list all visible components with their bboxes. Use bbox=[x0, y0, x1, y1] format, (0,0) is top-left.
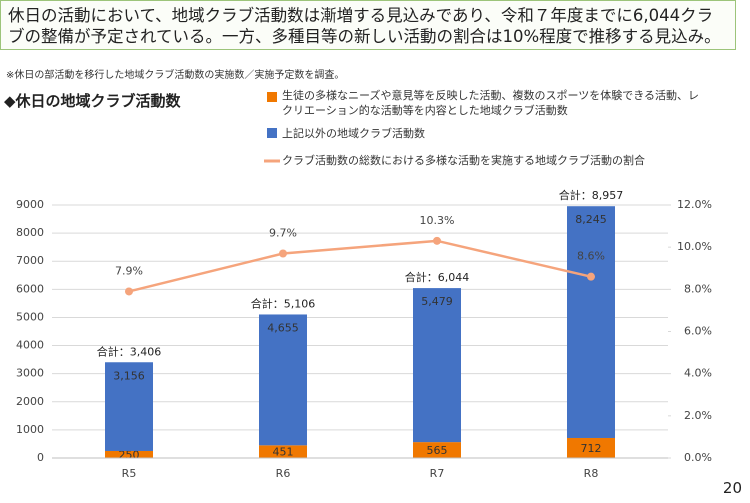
data-label: 9.7% bbox=[269, 226, 297, 239]
data-label: 712 bbox=[581, 442, 602, 455]
y2-tick-label: 10.0% bbox=[677, 240, 712, 253]
data-label: 5,479 bbox=[421, 295, 453, 308]
y-tick-label: 3000 bbox=[16, 367, 44, 380]
data-label: 7.9% bbox=[115, 264, 143, 277]
total-label: 合計：3,406 bbox=[97, 344, 162, 358]
data-label: 8,245 bbox=[575, 213, 607, 226]
data-label: 250 bbox=[119, 448, 140, 461]
x-tick-label: R5 bbox=[122, 467, 137, 480]
y-tick-label: 2000 bbox=[16, 395, 44, 408]
y-tick-label: 6000 bbox=[16, 282, 44, 295]
line-point bbox=[125, 287, 133, 296]
x-tick-label: R6 bbox=[276, 467, 291, 480]
data-label: 10.3% bbox=[420, 214, 455, 227]
total-label: 合計：8,957 bbox=[559, 188, 624, 202]
y2-tick-label: 0.0% bbox=[684, 451, 712, 464]
legend-swatch bbox=[267, 92, 277, 102]
y-tick-label: 4000 bbox=[16, 339, 44, 352]
data-label: 451 bbox=[273, 446, 294, 459]
page-number: 20 bbox=[722, 479, 742, 497]
bar bbox=[259, 314, 307, 446]
x-tick-label: R7 bbox=[430, 467, 445, 480]
legend-label: クラブ活動数の総数における多様な活動を実施する地域クラブ活動の割合 bbox=[282, 154, 645, 167]
note: ※休日の部活動を移行した地域クラブ活動数の実施数／実施予定数を調査。 bbox=[6, 70, 345, 81]
total-label: 合計：5,106 bbox=[251, 296, 316, 310]
bar bbox=[413, 288, 461, 443]
x-tick-label: R8 bbox=[584, 467, 599, 480]
title: 休日の活動において、地域クラブ活動数は漸増する見込みであり、令和７年度までに6,… bbox=[0, 0, 736, 50]
y-tick-label: 1000 bbox=[16, 423, 44, 436]
chart-heading: ◆休日の地域クラブ活動数 bbox=[4, 92, 181, 110]
y2-tick-label: 8.0% bbox=[684, 282, 712, 295]
line bbox=[128, 239, 592, 293]
bar bbox=[567, 206, 615, 438]
legend-label: 生徒の多様なニーズや意見等を反映した活動、複数のスポーツを体験できる活動、レクリ… bbox=[282, 89, 700, 117]
bar bbox=[105, 450, 153, 458]
y-tick-label: 8000 bbox=[16, 226, 44, 239]
legend-label: 上記以外の地域クラブ活動数 bbox=[282, 127, 425, 140]
line-point bbox=[279, 249, 287, 258]
data-label: 3,156 bbox=[113, 369, 145, 382]
data-label: 565 bbox=[427, 444, 448, 457]
bar bbox=[567, 437, 615, 458]
bar bbox=[105, 362, 153, 451]
y2-tick-label: 6.0% bbox=[684, 325, 712, 338]
y2-tick-label: 2.0% bbox=[684, 409, 712, 422]
bar bbox=[413, 442, 461, 458]
data-label: 4,655 bbox=[267, 321, 299, 334]
bar bbox=[259, 445, 307, 458]
total-label: 合計：6,044 bbox=[405, 270, 470, 284]
legend-swatch bbox=[267, 128, 277, 138]
y-tick-label: 5000 bbox=[16, 310, 44, 323]
y-tick-label: 9000 bbox=[16, 198, 44, 211]
line-point bbox=[587, 272, 595, 281]
y-tick-label: 7000 bbox=[16, 254, 44, 267]
data-label: 8.6% bbox=[577, 250, 605, 263]
y-tick-label: 0 bbox=[37, 451, 44, 464]
line-point bbox=[433, 236, 441, 245]
y2-tick-label: 4.0% bbox=[684, 367, 712, 380]
y2-tick-label: 12.0% bbox=[677, 198, 712, 211]
